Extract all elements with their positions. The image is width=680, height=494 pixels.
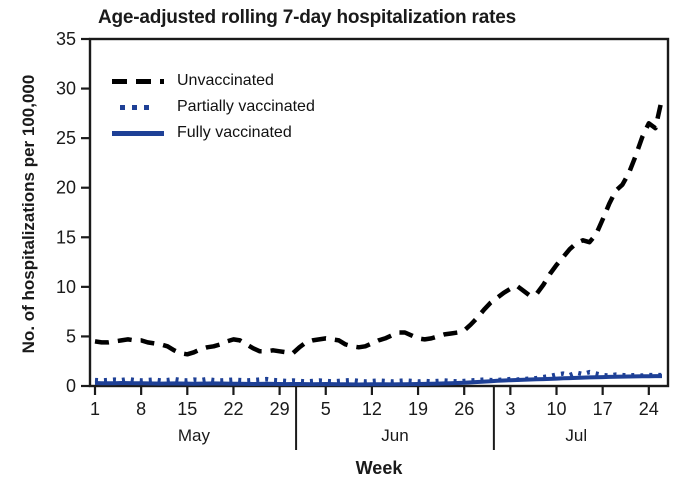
dashed-line-sample (112, 78, 164, 84)
month-label-may: May (178, 426, 211, 445)
x-tick-label: 29 (270, 399, 290, 419)
solid-line-sample (112, 130, 164, 136)
legend-label-fully-vaccinated: Fully vaccinated (177, 124, 292, 141)
y-axis-label: No. of hospitalizations per 100,000 (19, 74, 38, 354)
x-tick-label: 1 (90, 399, 100, 419)
x-tick-label: 15 (177, 399, 197, 419)
x-tick-label: 24 (639, 399, 659, 419)
legend-item-unvaccinated: Unvaccinated (112, 68, 315, 94)
series-line-unvaccinated (94, 98, 665, 357)
x-tick-label: 17 (593, 399, 613, 419)
x-tick-label: 8 (136, 399, 146, 419)
y-tick-label: 10 (56, 277, 76, 297)
y-tick-label: 5 (66, 326, 76, 346)
x-tick-label: 10 (546, 399, 566, 419)
x-axis-label: Week (355, 458, 403, 478)
x-tick-label: 19 (408, 399, 428, 419)
chart-title: Age-adjusted rolling 7-day hospitalizati… (98, 7, 516, 28)
x-tick-label: 12 (362, 399, 382, 419)
legend: Unvaccinated Partially vaccinated Fully … (112, 68, 315, 146)
dotted-line-sample (112, 104, 164, 110)
x-tick-label: 26 (454, 399, 474, 419)
y-tick-label: 30 (56, 79, 76, 99)
x-tick-label: 3 (505, 399, 515, 419)
series-line-fully-vaccinated (94, 374, 662, 387)
y-tick-label: 35 (56, 29, 76, 49)
y-tick-label: 20 (56, 178, 76, 198)
legend-item-fully-vaccinated: Fully vaccinated (112, 120, 315, 146)
y-tick-label: 25 (56, 128, 76, 148)
x-tick-label: 5 (321, 399, 331, 419)
legend-label-unvaccinated: Unvaccinated (177, 72, 274, 89)
month-label-jul: Jul (565, 426, 587, 445)
legend-label-partially-vaccinated: Partially vaccinated (177, 98, 315, 115)
legend-item-partially-vaccinated: Partially vaccinated (112, 94, 315, 120)
y-tick-label: 15 (56, 227, 76, 247)
y-tick-label: 0 (66, 376, 76, 396)
month-label-jun: Jun (381, 426, 408, 445)
x-tick-label: 22 (223, 399, 243, 419)
